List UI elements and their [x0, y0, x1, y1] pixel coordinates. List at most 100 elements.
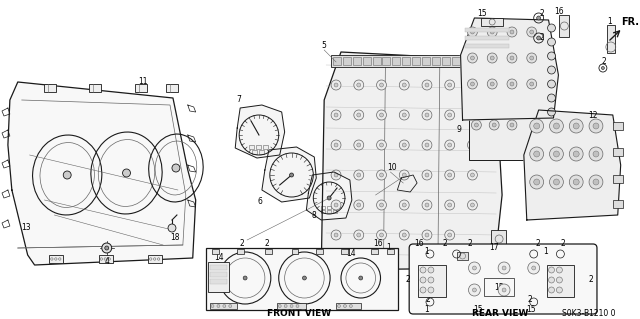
- Bar: [341, 249, 348, 254]
- Text: 14: 14: [346, 249, 356, 258]
- Circle shape: [290, 305, 293, 308]
- Circle shape: [474, 123, 478, 127]
- Circle shape: [474, 103, 478, 107]
- Circle shape: [303, 276, 307, 280]
- Bar: [470, 69, 499, 72]
- Circle shape: [490, 30, 494, 34]
- Circle shape: [548, 94, 556, 102]
- Bar: [256, 145, 261, 149]
- Circle shape: [507, 79, 517, 89]
- Text: 2: 2: [589, 276, 593, 285]
- Circle shape: [507, 120, 517, 130]
- Circle shape: [334, 173, 338, 177]
- Circle shape: [376, 230, 387, 240]
- Polygon shape: [236, 105, 285, 158]
- Circle shape: [537, 16, 541, 20]
- Circle shape: [172, 164, 180, 172]
- Bar: [321, 206, 325, 209]
- Circle shape: [570, 119, 583, 133]
- Text: 16: 16: [555, 6, 564, 16]
- Circle shape: [467, 140, 477, 150]
- Circle shape: [470, 82, 474, 86]
- Circle shape: [470, 113, 474, 117]
- Bar: [383, 57, 390, 65]
- Text: 2: 2: [561, 240, 566, 249]
- Circle shape: [428, 287, 434, 293]
- Bar: [265, 249, 272, 254]
- Circle shape: [380, 83, 383, 87]
- Circle shape: [376, 140, 387, 150]
- Bar: [49, 255, 63, 263]
- Bar: [259, 150, 264, 154]
- Text: 2: 2: [540, 10, 544, 19]
- Circle shape: [448, 143, 452, 147]
- Circle shape: [422, 200, 432, 210]
- Circle shape: [470, 143, 474, 147]
- Bar: [316, 249, 323, 254]
- Circle shape: [334, 113, 338, 117]
- Circle shape: [573, 151, 579, 157]
- Circle shape: [550, 175, 563, 189]
- Circle shape: [102, 243, 112, 253]
- Bar: [470, 75, 499, 78]
- Circle shape: [528, 262, 540, 274]
- Circle shape: [490, 80, 500, 90]
- Circle shape: [554, 151, 559, 157]
- Bar: [612, 148, 623, 156]
- Circle shape: [474, 63, 478, 67]
- Circle shape: [420, 277, 426, 283]
- Circle shape: [554, 123, 559, 129]
- Circle shape: [510, 30, 514, 34]
- Circle shape: [428, 267, 434, 273]
- Circle shape: [448, 83, 452, 87]
- Circle shape: [474, 83, 478, 87]
- Circle shape: [327, 196, 331, 200]
- Text: 5: 5: [322, 41, 326, 50]
- Circle shape: [356, 113, 361, 117]
- Circle shape: [554, 179, 559, 185]
- Circle shape: [168, 224, 176, 232]
- Circle shape: [470, 30, 474, 34]
- Bar: [465, 44, 509, 48]
- Text: 17: 17: [490, 243, 499, 253]
- Text: 12: 12: [588, 110, 598, 120]
- Circle shape: [492, 123, 496, 127]
- Circle shape: [530, 30, 534, 34]
- Circle shape: [403, 203, 406, 207]
- Circle shape: [493, 83, 497, 87]
- Circle shape: [448, 233, 452, 237]
- Circle shape: [510, 82, 514, 86]
- Circle shape: [548, 80, 556, 88]
- Bar: [209, 272, 227, 277]
- Circle shape: [534, 151, 540, 157]
- Circle shape: [602, 66, 604, 70]
- Circle shape: [284, 305, 287, 308]
- Circle shape: [445, 80, 454, 90]
- Circle shape: [217, 305, 220, 308]
- Circle shape: [376, 200, 387, 210]
- Circle shape: [589, 147, 603, 161]
- Text: 11: 11: [139, 78, 148, 86]
- Bar: [212, 249, 220, 254]
- Circle shape: [354, 200, 364, 210]
- Bar: [456, 252, 468, 260]
- Circle shape: [550, 147, 563, 161]
- Circle shape: [556, 267, 563, 273]
- Circle shape: [334, 203, 338, 207]
- Circle shape: [376, 170, 387, 180]
- Circle shape: [359, 276, 363, 280]
- Circle shape: [403, 83, 406, 87]
- Bar: [461, 57, 470, 65]
- Circle shape: [380, 233, 383, 237]
- Circle shape: [448, 203, 452, 207]
- Circle shape: [530, 147, 543, 161]
- Circle shape: [331, 110, 341, 120]
- Text: 1: 1: [607, 18, 612, 26]
- Bar: [263, 145, 268, 149]
- Bar: [252, 150, 257, 154]
- Circle shape: [380, 113, 383, 117]
- Circle shape: [532, 266, 536, 270]
- Bar: [209, 265, 227, 270]
- Circle shape: [472, 266, 476, 270]
- Circle shape: [425, 203, 429, 207]
